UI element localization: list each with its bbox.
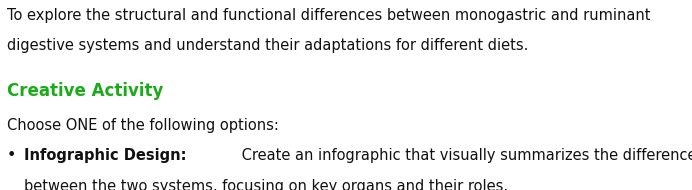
Text: To explore the structural and functional differences between monogastric and rum: To explore the structural and functional… xyxy=(7,8,650,23)
Text: •: • xyxy=(7,148,17,163)
Text: Choose ONE of the following options:: Choose ONE of the following options: xyxy=(7,118,279,133)
Text: Creative Activity: Creative Activity xyxy=(7,82,163,100)
Text: digestive systems and understand their adaptations for different diets.: digestive systems and understand their a… xyxy=(7,38,528,53)
Text: between the two systems, focusing on key organs and their roles.: between the two systems, focusing on key… xyxy=(24,179,509,190)
Text: Create an infographic that visually summarizes the differences: Create an infographic that visually summ… xyxy=(237,148,692,163)
Text: Infographic Design:: Infographic Design: xyxy=(24,148,187,163)
